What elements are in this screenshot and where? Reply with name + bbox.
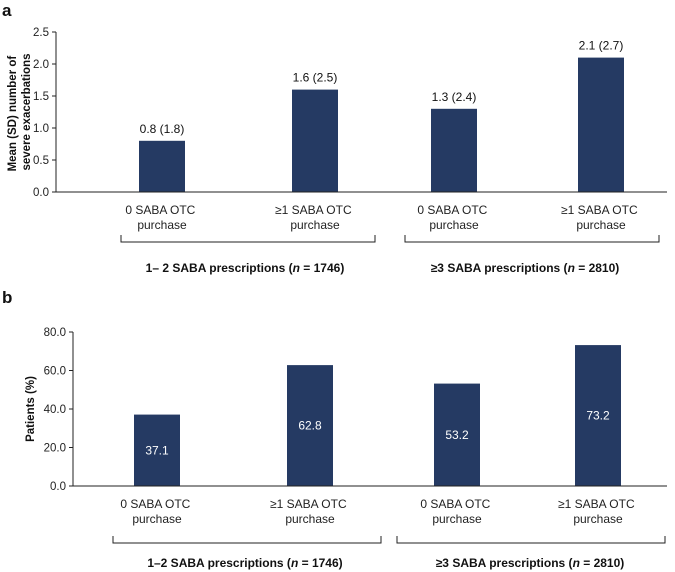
panel-b-data-label: 37.1 — [145, 443, 169, 457]
panel-a-category-label: ≥1 SABA OTC purchase — [275, 203, 355, 232]
group-label-text: 1–2 SABA prescriptions ( — [147, 556, 291, 570]
category-line-1: 0 SABA OTC — [120, 497, 190, 511]
panel-b-data-label: 73.2 — [586, 409, 610, 423]
panel-a-bars — [139, 57, 624, 192]
panel-b-data-label: 62.8 — [298, 419, 322, 433]
panel-a-category-label: 0 SABA OTC purchase — [417, 203, 490, 232]
panel-a-group-label: ≥3 SABA prescriptions (n = 2810) — [431, 261, 620, 275]
panel-a-category-label: ≥1 SABA OTC purchase — [561, 203, 641, 232]
panel-b-ytick: 60.0 — [44, 366, 66, 378]
panel-b-ytick: 20.0 — [44, 443, 66, 455]
panel-b-category-labels: 0 SABA OTC purchase ≥1 SABA OTC purchase… — [120, 497, 638, 526]
panel-b-category-label: 0 SABA OTC purchase — [120, 497, 193, 526]
category-line-2: purchase — [429, 218, 479, 232]
panel-b-category-label: 0 SABA OTC purchase — [420, 497, 493, 526]
category-line-1: ≥1 SABA OTC — [275, 203, 352, 217]
panel-b-group-bracket — [112, 536, 382, 544]
category-line-2: purchase — [285, 512, 335, 526]
category-line-2: purchase — [576, 218, 626, 232]
panel-a-group-bracket — [404, 235, 660, 243]
category-line-2: purchase — [137, 218, 187, 232]
category-line-1: ≥1 SABA OTC — [561, 203, 638, 217]
panel-b-data-label: 53.2 — [445, 428, 469, 442]
panel-a-y-axis-title: Mean (SD) number of severe exacerbations — [7, 53, 33, 172]
panel-a-data-labels: 0.8 (1.8) 1.6 (2.5) 1.3 (2.4) 2.1 (2.7) — [140, 39, 624, 136]
panel-a-bar — [139, 140, 185, 192]
category-line-2: purchase — [432, 512, 482, 526]
category-line-1: 0 SABA OTC — [420, 497, 490, 511]
panel-a-bar — [292, 89, 338, 192]
panel-b-bar — [134, 414, 180, 486]
group-label-count: = 1746) — [300, 261, 344, 275]
category-line-2: purchase — [290, 218, 340, 232]
category-line-2: purchase — [573, 512, 623, 526]
panel-b: b Patients (%) 0.0 20.0 40.0 60.0 80.0 3… — [2, 288, 667, 570]
panel-b-bar — [575, 345, 621, 486]
panel-a-ytick: 2.5 — [33, 27, 49, 39]
panel-a-ytick: 0.0 — [33, 187, 49, 199]
panel-b-bar — [434, 383, 480, 486]
panel-b-ylabel-line-1: Patients (%) — [25, 376, 37, 442]
panel-a-y-ticks: 0.0 0.5 1.0 1.5 2.0 2.5 — [33, 27, 49, 199]
panel-b-ytick: 80.0 — [44, 327, 66, 339]
panel-a-data-label: 2.1 (2.7) — [579, 39, 624, 53]
panel-a-ytick: 0.5 — [33, 155, 49, 167]
panel-b-bars — [134, 345, 621, 486]
panel-a-y-tick-marks — [52, 31, 56, 193]
group-label-count: = 2810) — [575, 261, 619, 275]
category-line-1: 0 SABA OTC — [125, 203, 195, 217]
panel-b-category-label: ≥1 SABA OTC purchase — [558, 497, 638, 526]
panel-b-ytick: 0.0 — [50, 481, 66, 493]
group-label-n: n — [568, 261, 575, 275]
panel-a-ytick: 1.0 — [33, 123, 49, 135]
category-line-1: ≥1 SABA OTC — [270, 497, 347, 511]
panel-b-y-tick-marks — [69, 331, 73, 487]
panel-a-group-bracket — [120, 235, 376, 243]
group-label-n: n — [293, 261, 300, 275]
group-label-text: 1– 2 SABA prescriptions ( — [146, 261, 293, 275]
group-label-n: n — [291, 556, 298, 570]
group-label-count: = 1746) — [298, 556, 342, 570]
group-label-text: ≥3 SABA prescriptions ( — [431, 261, 568, 275]
panel-a-group-label: 1– 2 SABA prescriptions (n = 1746) — [146, 261, 345, 275]
panel-a-label: a — [2, 1, 12, 20]
group-label-n: n — [573, 556, 580, 570]
panel-b-data-labels: 37.1 62.8 53.2 73.2 — [145, 409, 610, 458]
panel-b-label: b — [2, 288, 12, 307]
panel-b-y-ticks: 0.0 20.0 40.0 60.0 80.0 — [44, 327, 66, 493]
panel-b-ytick: 40.0 — [44, 404, 66, 416]
panel-a-ylabel-line-2: severe exacerbations — [21, 54, 33, 171]
group-label-text: ≥3 SABA prescriptions ( — [436, 556, 573, 570]
panel-b-category-label: ≥1 SABA OTC purchase — [270, 497, 350, 526]
panel-a-ytick: 2.0 — [33, 59, 49, 71]
panel-b-group-bracket — [396, 536, 666, 544]
panel-b-group-label: ≥3 SABA prescriptions (n = 2810) — [436, 556, 625, 570]
panel-a-data-label: 0.8 (1.8) — [140, 122, 185, 136]
panel-a-ylabel-line-1: Mean (SD) number of — [7, 56, 19, 172]
panel-a: a Mean (SD) number of severe exacerbatio… — [2, 1, 667, 275]
panel-b-group-label: 1–2 SABA prescriptions (n = 1746) — [147, 556, 342, 570]
category-line-1: 0 SABA OTC — [417, 203, 487, 217]
panel-a-bar — [431, 108, 477, 192]
panel-b-bar — [287, 365, 333, 486]
panel-b-y-axis-title: Patients (%) — [25, 376, 37, 442]
group-label-count: = 2810) — [580, 556, 624, 570]
panel-a-category-label: 0 SABA OTC purchase — [125, 203, 198, 232]
panel-a-data-label: 1.6 (2.5) — [293, 71, 338, 85]
panel-a-data-label: 1.3 (2.4) — [432, 90, 477, 104]
panel-a-bar — [578, 57, 624, 192]
category-line-1: ≥1 SABA OTC — [558, 497, 635, 511]
panel-a-category-labels: 0 SABA OTC purchase ≥1 SABA OTC purchase… — [125, 203, 641, 232]
panel-a-ytick: 1.5 — [33, 91, 49, 103]
category-line-2: purchase — [132, 512, 182, 526]
